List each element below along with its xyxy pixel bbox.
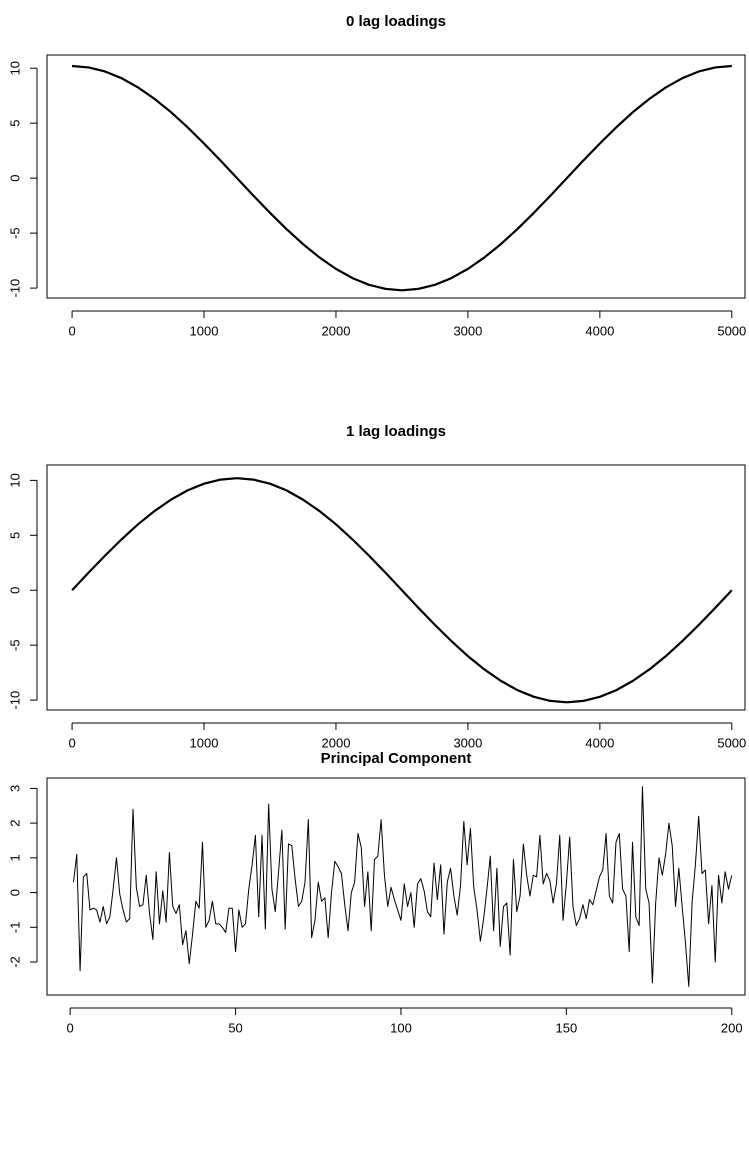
y-tick-label: -10 <box>7 279 22 298</box>
y-tick-label: -2 <box>7 956 22 968</box>
x-tick-label: 4000 <box>585 735 614 750</box>
x-tick-label: 150 <box>556 1020 578 1035</box>
x-tick-label: 0 <box>67 1020 74 1035</box>
x-tick-label: 5000 <box>717 323 746 338</box>
chart-panel: 0 lag loadings 0 1000 2000 3000 4000 5000 -10 -5… <box>7 13 746 338</box>
y-tick-label: 0 <box>7 587 22 594</box>
chart-panel: Principal Component 0 50 100 150 200 -2 -1 0 1 2 3 <box>7 750 746 1035</box>
y-tick-label: -5 <box>7 639 22 651</box>
data-line <box>71 64 732 292</box>
y-tick-label: 0 <box>7 889 22 896</box>
y-tick-label: -10 <box>7 691 22 710</box>
plot-frame <box>46 464 746 711</box>
x-tick-label: 3000 <box>453 735 482 750</box>
plot-frame <box>46 777 746 996</box>
x-tick-label: 2000 <box>322 323 351 338</box>
y-tick-label: 1 <box>7 854 22 861</box>
data-line <box>72 786 733 987</box>
chart-title: Principal Component <box>321 750 472 767</box>
x-tick-label: 1000 <box>190 323 219 338</box>
y-tick-label: 10 <box>7 61 22 75</box>
chart-title: 0 lag loadings <box>346 13 446 30</box>
chart-title: 1 lag loadings <box>346 423 446 440</box>
y-tick-label: 3 <box>7 785 22 792</box>
y-tick-label: 5 <box>7 120 22 127</box>
x-tick-label: 0 <box>68 735 75 750</box>
x-tick-label: 0 <box>68 323 75 338</box>
x-tick-label: 1000 <box>190 735 219 750</box>
x-tick-label: 100 <box>390 1020 412 1035</box>
y-tick-label: 5 <box>7 532 22 539</box>
y-tick-label: -5 <box>7 227 22 239</box>
x-tick-label: 50 <box>228 1020 242 1035</box>
x-tick-label: 200 <box>721 1020 743 1035</box>
x-tick-label: 3000 <box>453 323 482 338</box>
y-tick-label: 0 <box>7 175 22 182</box>
x-tick-label: 5000 <box>717 735 746 750</box>
data-line <box>71 477 733 704</box>
y-tick-label: 2 <box>7 820 22 827</box>
x-tick-label: 2000 <box>322 735 351 750</box>
plot-frame <box>46 54 746 299</box>
x-tick-label: 4000 <box>585 323 614 338</box>
y-tick-label: 10 <box>7 473 22 487</box>
chart-panel: 1 lag loadings 0 1000 2000 3000 4000 5000 -10 -5… <box>7 423 746 750</box>
y-tick-label: -1 <box>7 922 22 934</box>
